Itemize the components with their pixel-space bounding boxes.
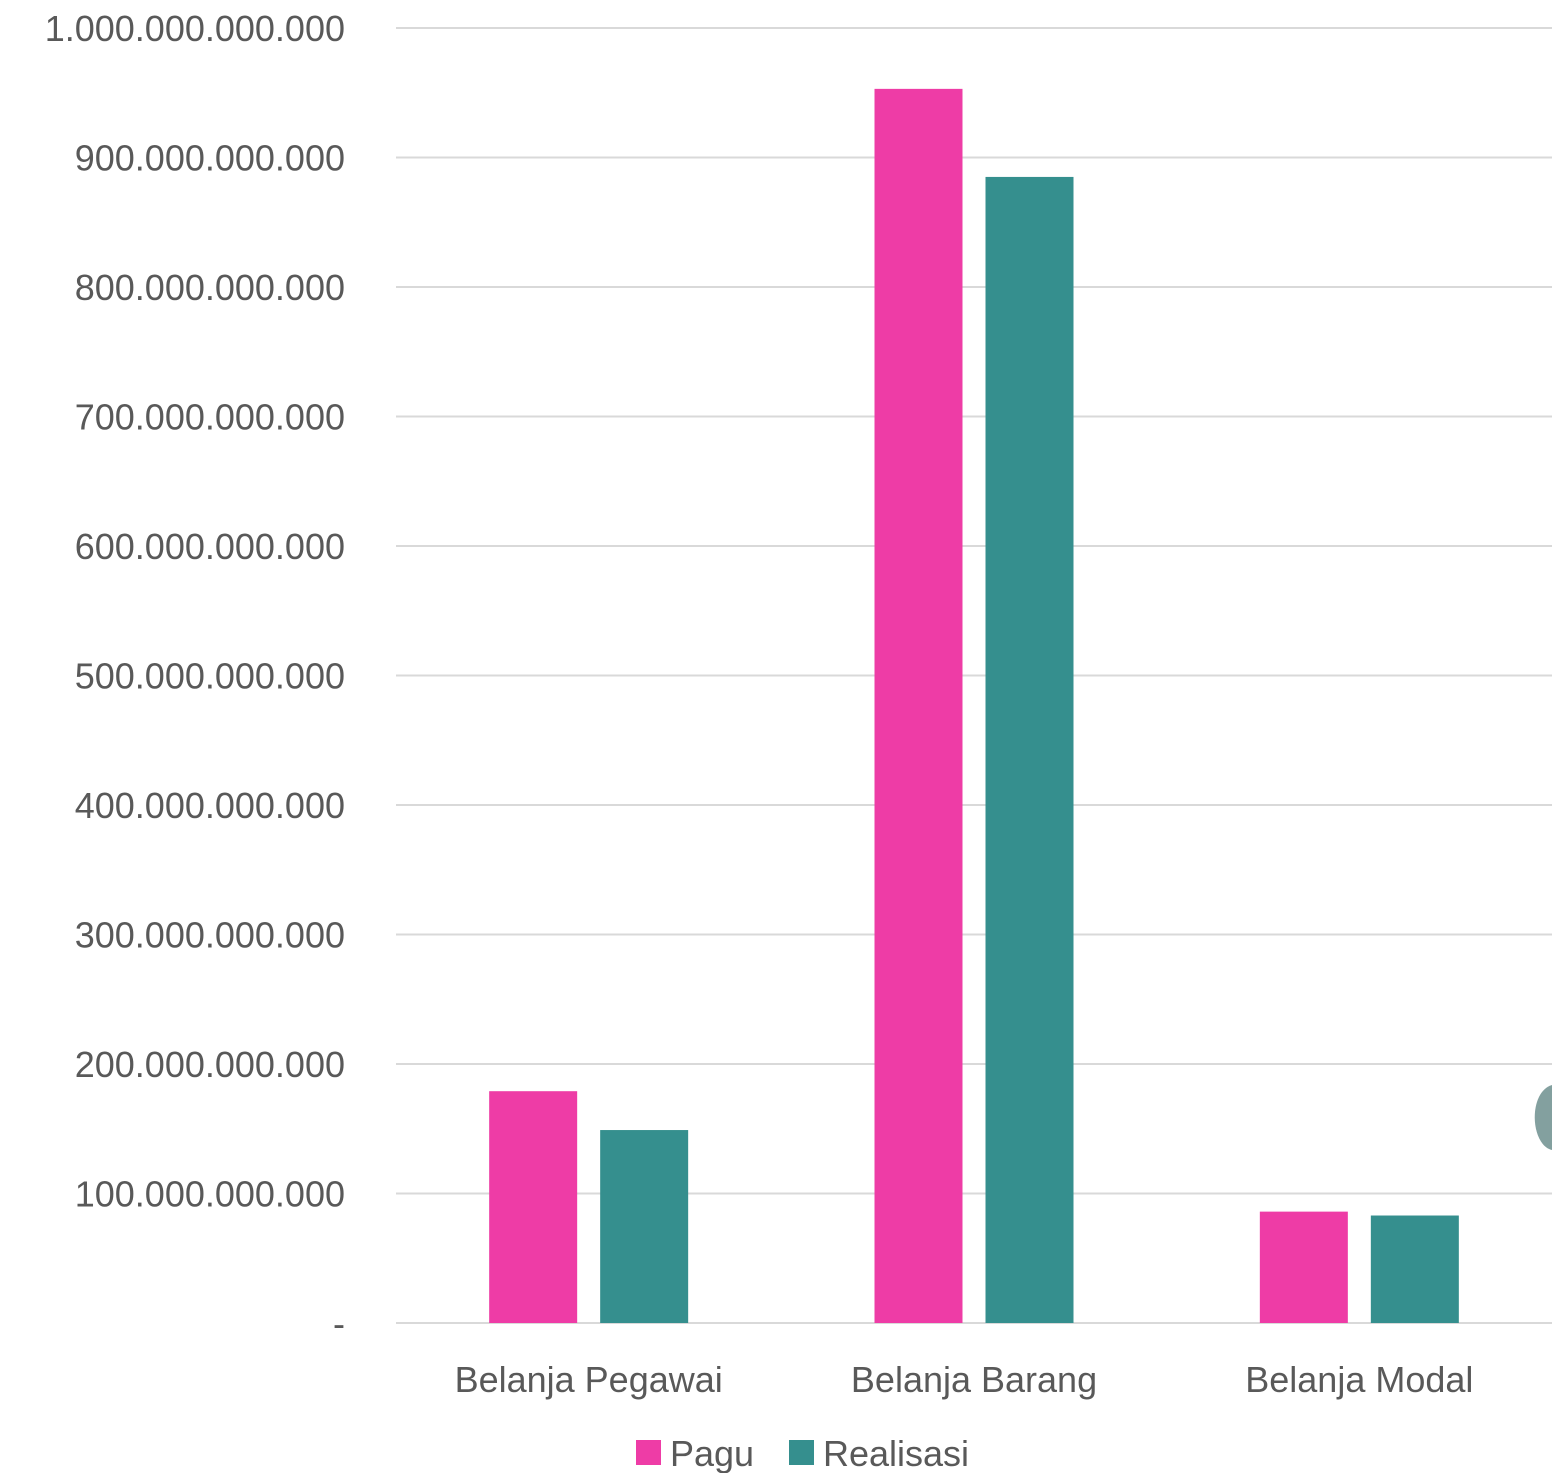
y-tick-label: 400.000.000.000 <box>75 785 345 826</box>
legend: Pagu Realisasi <box>636 1433 969 1473</box>
bars <box>489 88 1459 1324</box>
bar-realisasi-belanja-pegawai <box>600 1130 689 1323</box>
gridlines <box>396 27 1552 1324</box>
y-axis-tick-labels: - 100.000.000.000 200.000.000.000 300.000.0… <box>45 8 345 1344</box>
legend-label-realisasi: Realisasi <box>823 1433 969 1473</box>
y-tick-label: - <box>333 1303 345 1344</box>
y-tick-label: 700.000.000.000 <box>75 397 345 438</box>
y-tick-label: 600.000.000.000 <box>75 526 345 567</box>
y-tick-label: 100.000.000.000 <box>75 1174 345 1215</box>
x-category-label: Belanja Modal <box>1245 1359 1473 1400</box>
bar-realisasi-belanja-modal <box>1370 1215 1459 1323</box>
x-axis-category-labels: Belanja Pegawai Belanja Barang Belanja Mod… <box>455 1359 1474 1400</box>
y-tick-label: 500.000.000.000 <box>75 656 345 697</box>
bar-pagu-belanja-barang <box>874 88 963 1324</box>
y-tick-label: 200.000.000.000 <box>75 1044 345 1085</box>
bar-pagu-belanja-pegawai <box>489 1091 578 1323</box>
legend-swatch-pagu <box>636 1440 661 1465</box>
bar-pagu-belanja-modal <box>1259 1211 1348 1323</box>
y-tick-label: 1.000.000.000.000 <box>45 8 345 49</box>
x-category-label: Belanja Barang <box>851 1359 1097 1400</box>
legend-swatch-realisasi <box>789 1440 814 1465</box>
y-tick-label: 900.000.000.000 <box>75 138 345 179</box>
bar-realisasi-belanja-barang <box>985 176 1074 1323</box>
y-tick-label: 800.000.000.000 <box>75 267 345 308</box>
legend-label-pagu: Pagu <box>670 1433 754 1473</box>
y-tick-label: 300.000.000.000 <box>75 915 345 956</box>
edge-decoration-shape <box>1534 1085 1552 1150</box>
x-category-label: Belanja Pegawai <box>455 1359 723 1400</box>
